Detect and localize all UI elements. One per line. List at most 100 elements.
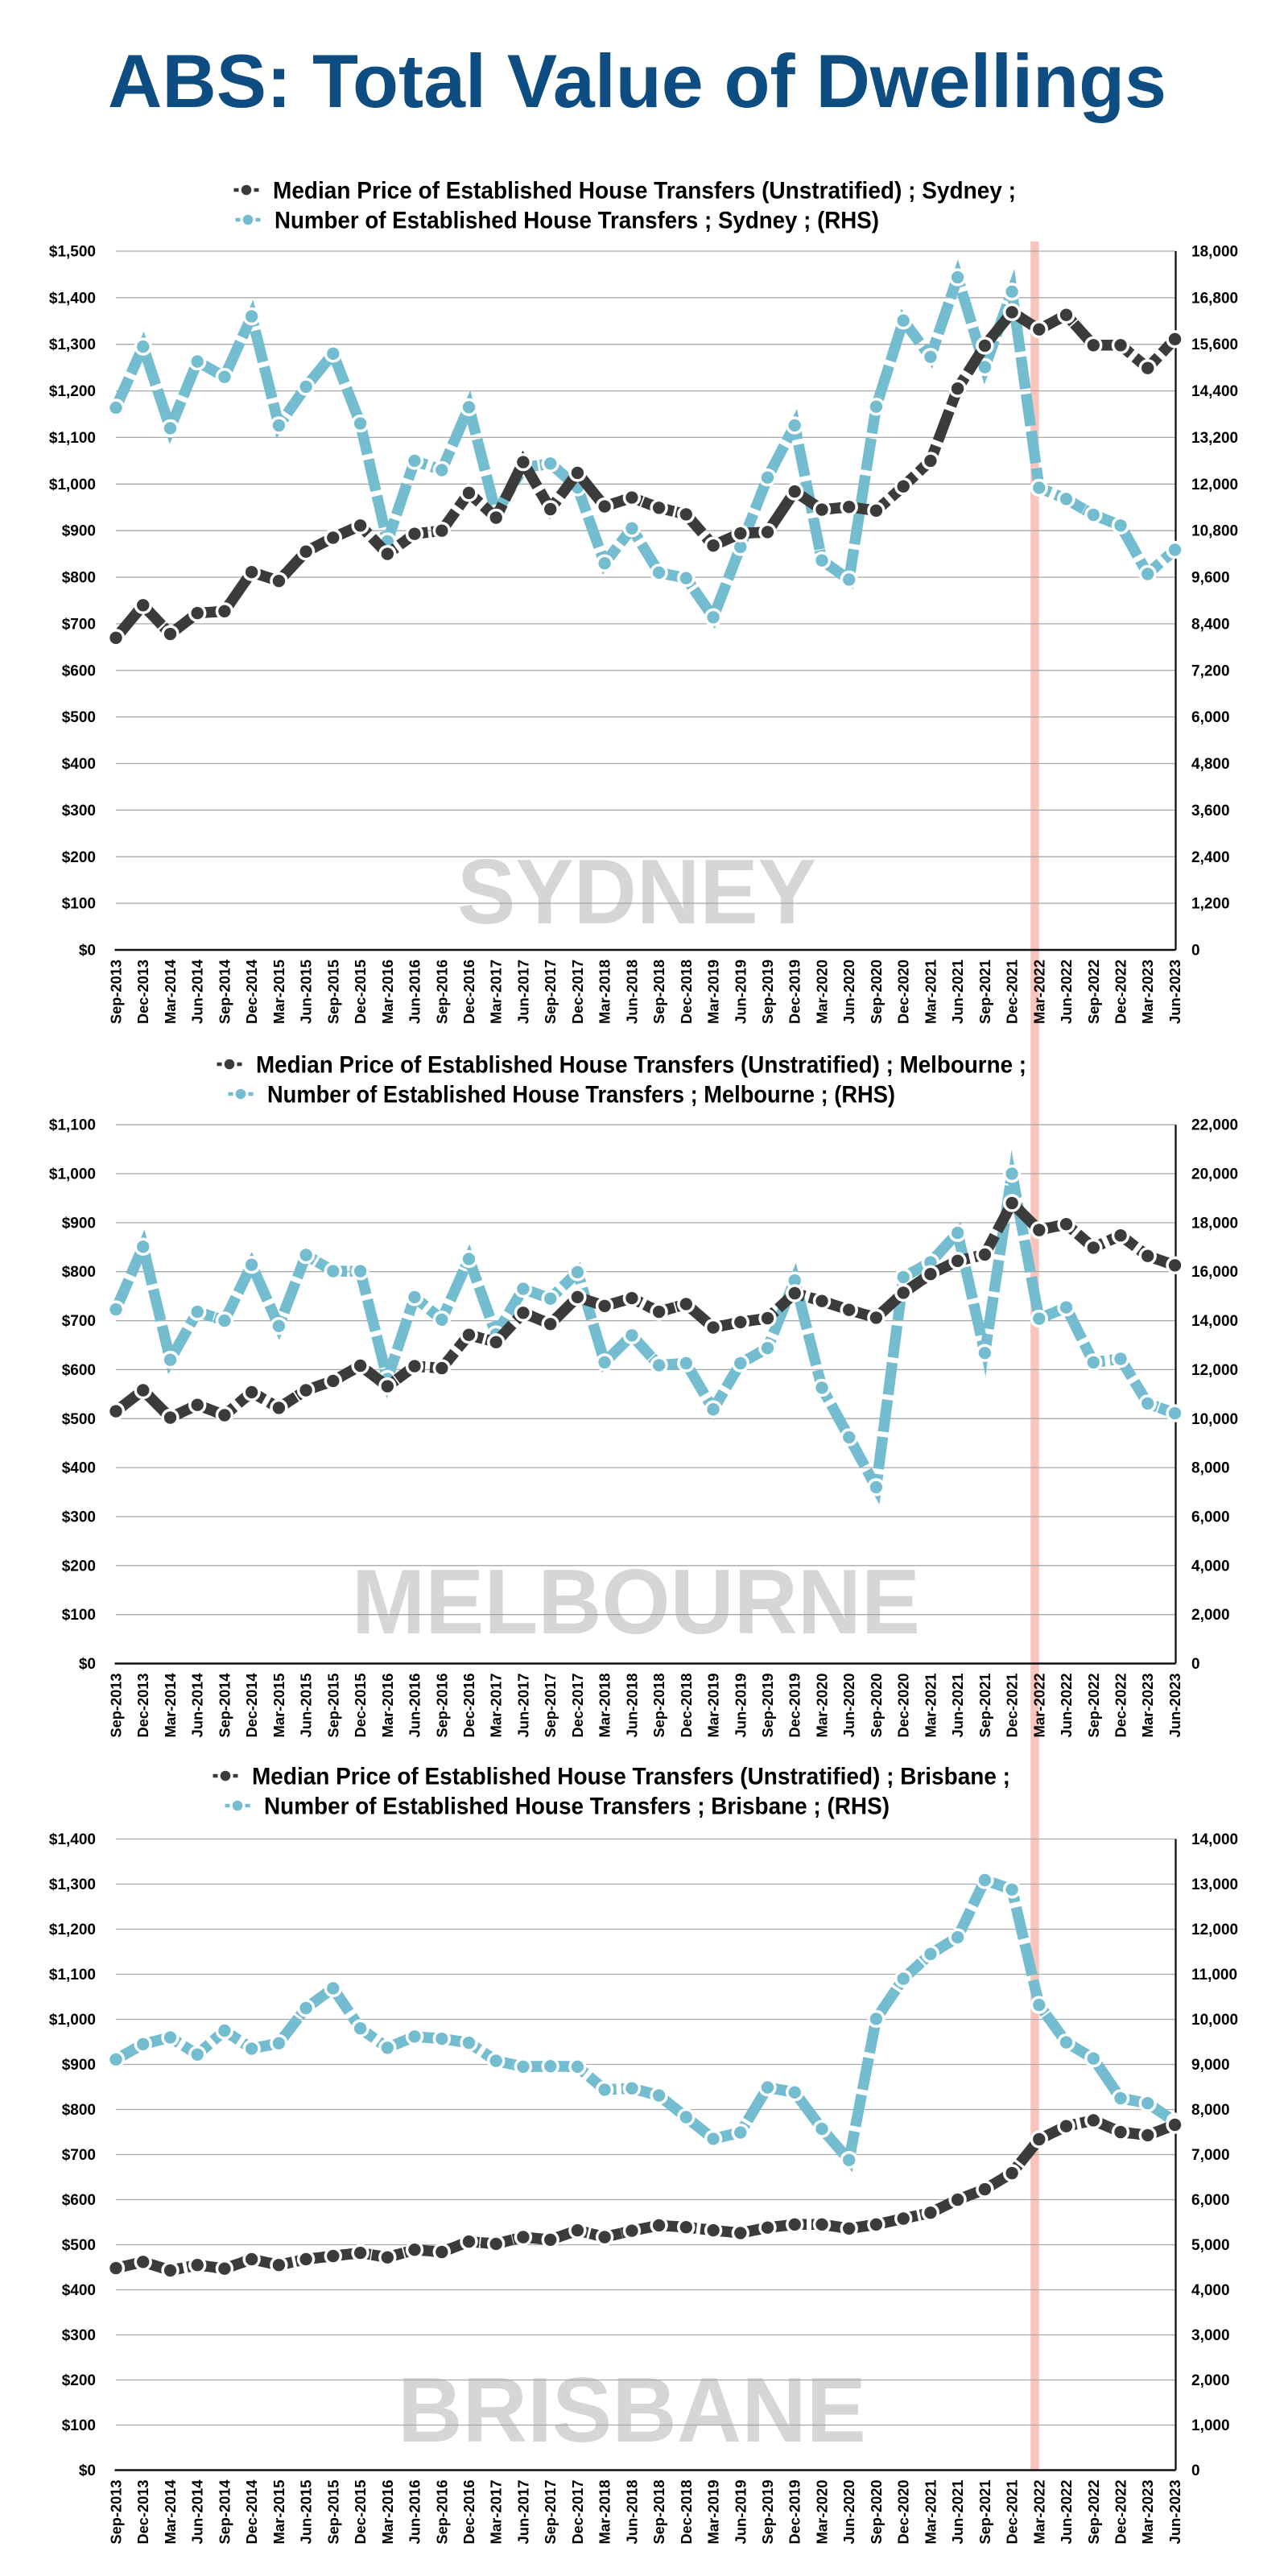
svg-text:$1,200: $1,200 (49, 383, 96, 400)
svg-text:Sep-2013: Sep-2013 (109, 2480, 125, 2545)
svg-text:18,000: 18,000 (1191, 244, 1238, 261)
svg-text:$0: $0 (79, 943, 96, 960)
svg-text:Sep-2017: Sep-2017 (543, 1674, 559, 1738)
svg-text:Jun-2015: Jun-2015 (299, 1674, 315, 1738)
svg-text:Sep-2016: Sep-2016 (434, 1674, 450, 1738)
svg-text:Sep-2022: Sep-2022 (1086, 2480, 1102, 2545)
svg-text:Dec-2018: Dec-2018 (679, 1674, 695, 1738)
svg-text:8,400: 8,400 (1191, 616, 1230, 633)
svg-text:Sep-2020: Sep-2020 (869, 1674, 885, 1738)
svg-text:$100: $100 (62, 2417, 96, 2434)
svg-text:Jun-2023: Jun-2023 (1167, 2480, 1183, 2545)
svg-text:Mar-2018: Mar-2018 (597, 2480, 613, 2545)
svg-text:Sep-2015: Sep-2015 (325, 960, 341, 1024)
svg-text:Mar-2016: Mar-2016 (380, 1674, 396, 1738)
svg-text:$1,200: $1,200 (49, 1922, 96, 1938)
svg-text:9,600: 9,600 (1191, 570, 1230, 587)
svg-text:Sep-2021: Sep-2021 (977, 1674, 993, 1738)
svg-text:Jun-2023: Jun-2023 (1167, 960, 1183, 1024)
svg-text:Jun-2022: Jun-2022 (1059, 2480, 1075, 2545)
svg-text:Sep-2017: Sep-2017 (543, 960, 559, 1024)
svg-text:Sep-2014: Sep-2014 (217, 960, 233, 1024)
svg-text:Dec-2014: Dec-2014 (244, 960, 260, 1024)
svg-text:$400: $400 (62, 756, 96, 773)
svg-text:$1,100: $1,100 (49, 1117, 96, 1134)
svg-text:$700: $700 (62, 2147, 96, 2164)
svg-text:18,000: 18,000 (1191, 1215, 1238, 1232)
svg-text:Dec-2013: Dec-2013 (135, 2480, 151, 2545)
svg-text:Sep-2018: Sep-2018 (651, 1674, 667, 1738)
svg-text:$400: $400 (62, 1460, 96, 1477)
svg-text:Mar-2019: Mar-2019 (706, 960, 722, 1024)
svg-text:$200: $200 (62, 849, 96, 866)
svg-text:Sep-2019: Sep-2019 (760, 960, 776, 1024)
svg-text:MELBOURNE: MELBOURNE (352, 1551, 920, 1653)
svg-text:$1,000: $1,000 (49, 477, 96, 493)
svg-text:7,200: 7,200 (1191, 663, 1230, 679)
svg-text:22,000: 22,000 (1191, 1117, 1238, 1134)
svg-text:1,000: 1,000 (1191, 2417, 1230, 2434)
svg-text:Sep-2020: Sep-2020 (869, 2480, 885, 2545)
svg-text:10,000: 10,000 (1191, 1411, 1238, 1428)
svg-text:2,400: 2,400 (1191, 849, 1230, 866)
svg-text:Dec-2013: Dec-2013 (135, 1674, 151, 1738)
svg-text:Jun-2018: Jun-2018 (624, 960, 640, 1024)
svg-text:Dec-2015: Dec-2015 (353, 2480, 369, 2545)
svg-text:12,000: 12,000 (1191, 1922, 1238, 1938)
svg-text:Sep-2019: Sep-2019 (760, 1674, 776, 1738)
svg-text:Mar-2023: Mar-2023 (1140, 2480, 1156, 2545)
svg-text:Mar-2016: Mar-2016 (380, 960, 396, 1024)
svg-text:Sep-2013: Sep-2013 (109, 1674, 125, 1738)
svg-text:Dec-2019: Dec-2019 (787, 2480, 803, 2545)
svg-text:Jun-2019: Jun-2019 (733, 960, 749, 1024)
svg-text:12,000: 12,000 (1191, 477, 1238, 493)
svg-text:Dec-2014: Dec-2014 (244, 2480, 260, 2545)
svg-text:$700: $700 (62, 616, 96, 633)
svg-text:Median Price of Established Ho: Median Price of Established House Transf… (256, 1052, 1026, 1079)
svg-text:Sep-2022: Sep-2022 (1086, 1674, 1102, 1738)
svg-text:Dec-2017: Dec-2017 (570, 2480, 586, 2545)
svg-text:Jun-2017: Jun-2017 (515, 1674, 531, 1738)
svg-text:7,000: 7,000 (1191, 2147, 1230, 2164)
svg-text:6,000: 6,000 (1191, 1509, 1230, 1526)
svg-text:$1,300: $1,300 (49, 1876, 96, 1893)
svg-text:$100: $100 (62, 1607, 96, 1624)
svg-text:Mar-2014: Mar-2014 (163, 2480, 179, 2545)
svg-text:$600: $600 (62, 2192, 96, 2209)
svg-text:14,000: 14,000 (1191, 1831, 1238, 1848)
svg-text:Dec-2020: Dec-2020 (896, 1674, 912, 1738)
svg-text:$1,500: $1,500 (49, 244, 96, 261)
svg-text:Mar-2021: Mar-2021 (923, 1674, 939, 1738)
svg-text:20,000: 20,000 (1191, 1166, 1238, 1183)
svg-text:SYDNEY: SYDNEY (457, 841, 816, 943)
svg-text:Mar-2017: Mar-2017 (489, 960, 505, 1024)
svg-text:Mar-2020: Mar-2020 (815, 960, 831, 1024)
svg-text:Dec-2017: Dec-2017 (570, 960, 586, 1024)
svg-text:$900: $900 (62, 2057, 96, 2074)
svg-text:Jun-2017: Jun-2017 (515, 960, 531, 1024)
svg-text:Sep-2020: Sep-2020 (869, 960, 885, 1024)
svg-text:Sep-2017: Sep-2017 (543, 2480, 559, 2545)
svg-text:Sep-2021: Sep-2021 (977, 2480, 993, 2545)
svg-text:$1,300: $1,300 (49, 336, 96, 353)
svg-text:Dec-2020: Dec-2020 (896, 960, 912, 1024)
svg-text:$900: $900 (62, 523, 96, 540)
svg-text:2,000: 2,000 (1191, 1607, 1230, 1624)
svg-text:14,400: 14,400 (1191, 383, 1238, 400)
svg-text:Sep-2019: Sep-2019 (760, 2480, 776, 2545)
svg-text:Jun-2019: Jun-2019 (733, 1674, 749, 1738)
svg-text:0: 0 (1191, 1656, 1200, 1673)
svg-text:Jun-2018: Jun-2018 (624, 1674, 640, 1738)
svg-text:Mar-2023: Mar-2023 (1140, 960, 1156, 1024)
svg-text:2,000: 2,000 (1191, 2372, 1230, 2389)
svg-text:$800: $800 (62, 2102, 96, 2119)
svg-text:Dec-2015: Dec-2015 (353, 1674, 369, 1738)
svg-text:Mar-2015: Mar-2015 (271, 2480, 287, 2545)
svg-text:Sep-2013: Sep-2013 (109, 960, 125, 1024)
svg-text:Jun-2020: Jun-2020 (841, 2480, 857, 2545)
svg-text:Mar-2018: Mar-2018 (597, 1674, 613, 1738)
svg-text:10,000: 10,000 (1191, 2012, 1238, 2029)
svg-text:$900: $900 (62, 1215, 96, 1232)
svg-text:Dec-2021: Dec-2021 (1005, 1674, 1021, 1738)
svg-text:$1,400: $1,400 (49, 1831, 96, 1848)
